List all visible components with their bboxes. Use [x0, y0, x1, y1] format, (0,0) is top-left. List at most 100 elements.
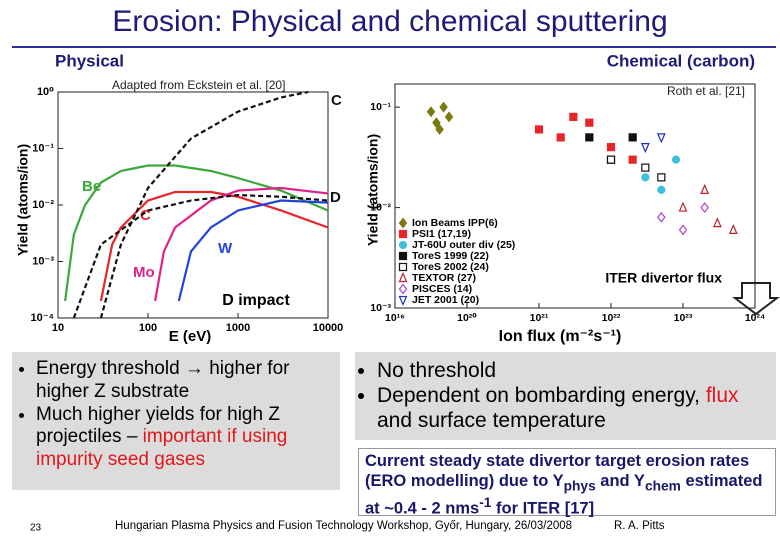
curve [177, 199, 329, 302]
point [678, 201, 688, 212]
y-tick-label: 10⁻³ [370, 302, 391, 314]
legend-marker [398, 240, 408, 250]
point [657, 173, 666, 182]
point [700, 183, 710, 194]
left-bullets: Energy threshold → higher for higher Z s… [12, 352, 340, 490]
bullet-text: Energy threshold → higher for higher Z s… [36, 358, 290, 402]
x-tick-label: 100 [139, 322, 157, 334]
footer-author: R. A. Pitts [614, 520, 665, 532]
x-tick-label: 10²³ [674, 312, 693, 324]
note-box: Current steady state divertor target ero… [358, 448, 776, 518]
point [534, 125, 544, 134]
bullet: Much higher yields for high Z projectile… [36, 404, 334, 472]
curve [64, 164, 329, 302]
left-heading: Physical [55, 51, 124, 70]
y-axis-label: Yield (atoms/ion) [15, 144, 31, 256]
note-sup: -1 [479, 494, 492, 510]
annotation: D impact [222, 292, 290, 309]
curve [72, 193, 329, 319]
x-tick-label: 10²¹ [530, 312, 549, 324]
curve-label: W [218, 240, 233, 257]
point [628, 155, 637, 164]
point [435, 123, 444, 135]
legend-marker [398, 251, 408, 261]
curve-label: Mo [133, 264, 155, 281]
plot-frame [57, 91, 329, 319]
legend-marker [398, 229, 408, 239]
y-tick-label: 10⁻² [32, 199, 54, 211]
bullet-highlight: flux [705, 384, 739, 408]
point [585, 118, 594, 127]
x-tick-label: 10²² [602, 312, 621, 324]
point [641, 173, 650, 182]
annotation: ITER divertor flux [605, 270, 722, 286]
legend-label: Ion Beams IPP(6) [412, 217, 498, 229]
point [712, 217, 722, 228]
curve [154, 186, 329, 302]
point [700, 202, 709, 214]
point [569, 112, 578, 121]
legend-marker [398, 217, 408, 229]
y-tick-label: 10⁻¹ [32, 142, 54, 154]
note-text: estimated at ~0.4 - 2 nms [365, 471, 763, 518]
x-tick-label: 10²⁴ [745, 312, 765, 324]
note-sub: chem [644, 478, 681, 494]
note-text: and Y [595, 471, 645, 490]
source-note: Roth et al. [21] [667, 84, 745, 98]
curve-label: C [331, 92, 342, 109]
legend-marker [398, 283, 408, 295]
y-tick-label: 10⁻³ [32, 255, 54, 267]
point [444, 111, 454, 123]
point [439, 101, 448, 113]
x-tick-label: 10000 [313, 322, 344, 334]
bullet-text: Dependent on bombarding energy, [377, 384, 706, 408]
legend-marker [398, 295, 408, 306]
right-heading: Chemical (carbon) [607, 51, 755, 70]
footer-event: Hungarian Plasma Physics and Fusion Tech… [115, 520, 572, 532]
x-axis-label: Ion flux (m⁻²s⁻¹) [499, 328, 622, 345]
curve-label: D [330, 189, 341, 206]
legend-label: PISCES (14) [412, 283, 472, 295]
slide-title: Erosion: Physical and chemical sputterin… [112, 5, 667, 38]
bullet: Energy threshold → higher for higher Z s… [36, 358, 334, 404]
bullet-text: Much higher yields for high Z projectile… [36, 403, 280, 448]
legend-label: ToreS 2002 (24) [412, 261, 489, 273]
bullet-highlight: important if using impurity seed gases [36, 426, 288, 471]
curve [99, 190, 329, 302]
y-tick-label: 10⁻¹ [370, 101, 391, 113]
right-bullets: No threshold Dependent on bombarding ene… [355, 352, 776, 440]
legend-label: ToreS 1999 (22) [412, 250, 489, 262]
page-number: 23 [30, 523, 42, 534]
source-note: Adapted from Eckstein et al. [20] [112, 78, 285, 92]
plot-frame [394, 83, 756, 309]
legend-marker [398, 262, 408, 272]
curve-label: Be [82, 178, 101, 195]
point [641, 163, 650, 172]
x-tick-label: 10¹⁶ [385, 312, 405, 324]
point [432, 117, 441, 129]
x-tick-label: 10 [52, 322, 64, 334]
curve-label: C [140, 207, 151, 224]
bullet-text: No threshold [377, 359, 497, 382]
point [656, 133, 666, 144]
point [657, 185, 666, 194]
point [606, 143, 616, 152]
point [640, 143, 650, 154]
point [585, 133, 594, 142]
y-tick-label: 10⁻² [370, 201, 391, 213]
y-axis-label: Yield (atoms/ion) [365, 134, 381, 246]
bullet: No threshold [377, 358, 772, 383]
point [671, 155, 681, 164]
legend-label: JT-60U outer div (25) [412, 239, 515, 251]
x-tick-label: 1000 [226, 322, 250, 334]
point [678, 224, 688, 236]
note-text: for ITER [17] [491, 499, 595, 518]
flux-arrow [732, 282, 780, 316]
point [606, 155, 616, 164]
legend-label: JET 2001 (20) [412, 294, 479, 306]
legend-marker [398, 272, 408, 283]
point [556, 133, 565, 142]
note-sub: phys [563, 478, 596, 494]
